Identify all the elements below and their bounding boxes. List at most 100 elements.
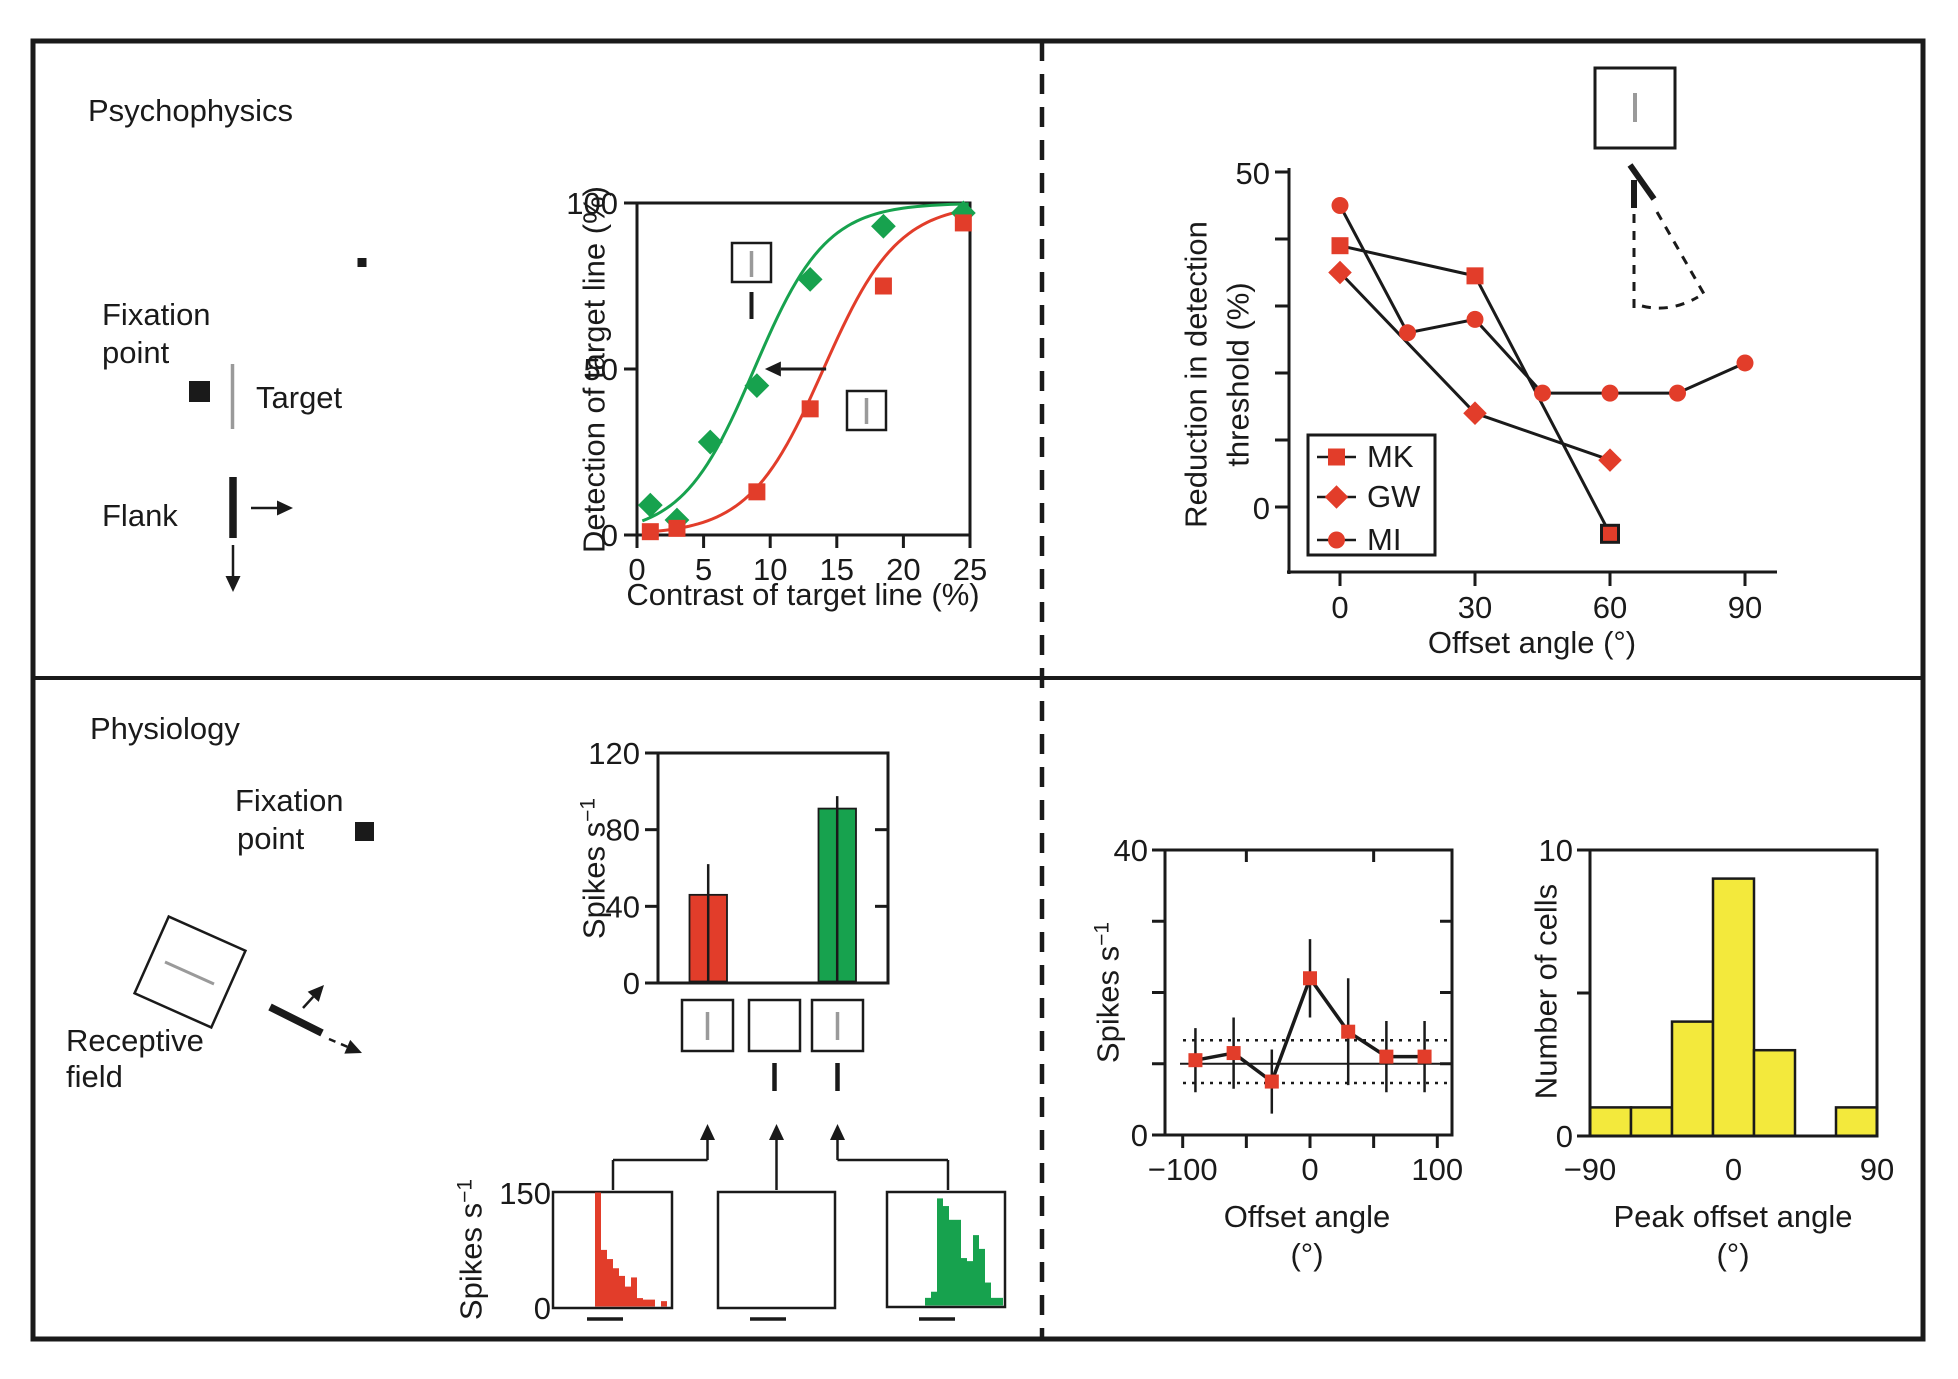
tick-label: 40: [606, 889, 640, 924]
tick-label: 25: [953, 552, 987, 587]
fixation-label-line1: Fixation: [102, 297, 211, 332]
psth-bin: [601, 1249, 607, 1307]
tick-label: 5: [695, 552, 712, 587]
psth-bin: [619, 1275, 625, 1307]
cells-xaxis-label-line2: (°): [1716, 1237, 1750, 1272]
psth-label-sup: −1: [453, 1178, 477, 1203]
psth-bin: [979, 1248, 985, 1306]
arrow-shaft: [302, 995, 315, 1009]
tick-label: 80: [606, 813, 640, 848]
data-point-marker: [1466, 267, 1484, 285]
data-point-marker: [1331, 237, 1349, 255]
histogram-bar: [1629, 1106, 1674, 1138]
receptive-field-target-line: [164, 960, 215, 986]
display-fixation-dot: [357, 258, 367, 267]
tick-label: 30: [1458, 590, 1492, 625]
data-point-marker: [1328, 448, 1345, 466]
psth-bin: [937, 1198, 943, 1306]
histogram-bar: [1752, 1048, 1797, 1138]
data-point-marker: [748, 483, 766, 501]
tick-label: 0: [623, 966, 640, 1001]
psth-bin: [973, 1235, 979, 1306]
tick-label: 50: [1236, 156, 1270, 191]
dashed-angle-arc: [1641, 295, 1699, 310]
tick-label: 90: [1728, 590, 1762, 625]
threshold-chart: 0 50 0 30 60 90: [1236, 156, 1777, 625]
data-point-marker: [801, 400, 819, 418]
psth-bin: [967, 1261, 973, 1306]
spikes-label-sup: −1: [576, 797, 600, 822]
data-point-marker: [641, 523, 659, 541]
data-point-marker: [797, 266, 823, 292]
tick-label: 40: [1114, 833, 1148, 868]
inset-target-flank-box: [730, 241, 773, 284]
flank-label: Flank: [102, 498, 178, 533]
data-point-marker: [1399, 324, 1416, 342]
data-point-marker: [1463, 401, 1487, 425]
data-point-marker: [1331, 197, 1349, 214]
data-point-marker: [1379, 1049, 1394, 1064]
psth-bin: [931, 1291, 937, 1306]
arrow-head: [830, 1124, 845, 1140]
arrow-head: [344, 1039, 362, 1054]
data-point-marker: [1417, 1049, 1432, 1064]
target-label: Target: [256, 380, 343, 415]
inset-target-alone-box: [845, 389, 888, 432]
data-point-marker: [1601, 384, 1619, 402]
cells-yaxis-label: Number of cells: [1528, 883, 1564, 1100]
tick-label: 50: [584, 352, 618, 387]
fixation-label-line2: point: [102, 335, 170, 370]
icon-target-plus-flank-box: [810, 998, 865, 1053]
data-point-marker: [668, 519, 686, 537]
psth-yaxis-label: Spikes s−1: [453, 1050, 494, 1379]
detection-yaxis-label: Detection of target line (%): [576, 186, 612, 554]
arrow-head: [769, 1124, 784, 1140]
arrow-head: [307, 985, 324, 1002]
psth-bin: [661, 1301, 667, 1307]
tick-label: 0: [628, 552, 645, 587]
data-point-marker: [1466, 310, 1484, 328]
outer-border: [30, 38, 1926, 1342]
panel-dividers: [33, 41, 1923, 1339]
icon-target-alone-box: [680, 998, 735, 1053]
plot-frame: [1163, 848, 1454, 1137]
tick-label: 0: [1301, 1152, 1318, 1187]
tick-label: 120: [588, 736, 640, 771]
stimulus-condition-icons: [611, 998, 950, 1190]
data-point-marker: [954, 214, 972, 232]
fixation-label2-line2: point: [237, 821, 305, 856]
plot-frame: [656, 751, 890, 985]
tick-label: 100: [566, 186, 618, 221]
physiology-title: Physiology: [90, 711, 240, 746]
figure-border: [30, 38, 1926, 1342]
data-point-marker: [1264, 1074, 1279, 1089]
arrow-head: [700, 1124, 715, 1140]
psth-bin: [949, 1219, 955, 1306]
spikes-bar-yaxis-label: Spikes s−1: [576, 669, 617, 1069]
psth-bin: [997, 1297, 1003, 1306]
fixation-point-square: [189, 381, 210, 402]
tuning-chart: 040−100 0 100: [1114, 833, 1464, 1187]
flank-rotated-line: [1627, 163, 1657, 201]
tuning-xaxis-label-line1: Offset angle: [1223, 1199, 1391, 1234]
tick-label: 10: [753, 552, 787, 587]
arrow-head: [764, 361, 781, 377]
tick-label: 150: [499, 1176, 551, 1211]
flank-line: [268, 1003, 324, 1037]
detection-xaxis-label: Contrast of target line (%): [626, 577, 980, 612]
cells-xaxis-label-line1: Peak offset angle: [1613, 1199, 1853, 1234]
legend-box: [1306, 433, 1437, 557]
psychophysics-title: Psychophysics: [88, 93, 294, 128]
psychophysics-stimulus-diagram: [189, 258, 367, 592]
legend-item-mi: MI: [1367, 522, 1402, 557]
psth-bin: [643, 1299, 649, 1307]
psth-bin: [943, 1206, 949, 1306]
dashed-radius-rotated: [1655, 211, 1706, 295]
offset-angle-inset-icon: [1593, 66, 1706, 310]
tick-label: 20: [886, 552, 920, 587]
data-point-marker: [697, 429, 723, 455]
psth-bin: [613, 1268, 619, 1307]
tick-label: 0: [1725, 1152, 1742, 1187]
data-point-marker: [1188, 1053, 1203, 1068]
